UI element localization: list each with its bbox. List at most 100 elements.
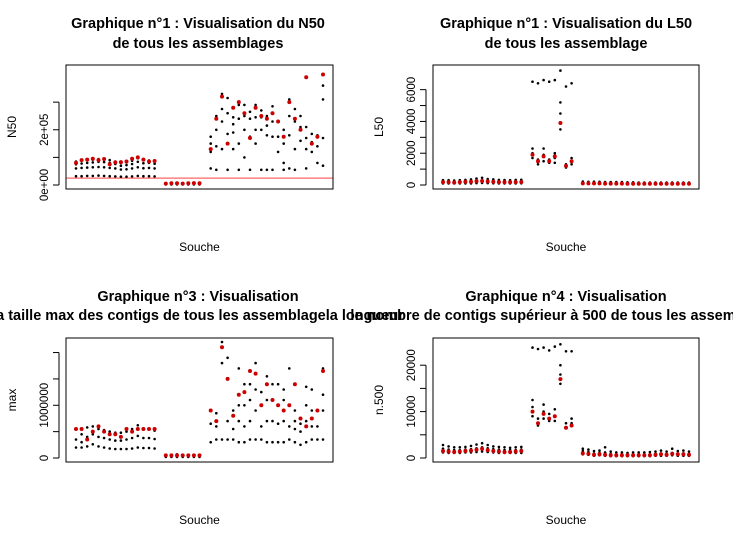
highlight-point (118, 434, 123, 439)
highlight-point (264, 382, 269, 387)
highlight-point (580, 451, 585, 456)
data-point (559, 128, 562, 131)
data-point (91, 161, 95, 164)
data-point (310, 425, 314, 428)
data-point (480, 450, 484, 453)
x-axis-label-1: Souche (179, 240, 220, 254)
highlight-point (642, 453, 647, 458)
data-point (153, 437, 156, 441)
highlight-point (152, 427, 157, 431)
data-point (231, 409, 235, 412)
y-tick-label: 20000 (406, 349, 418, 381)
data-point (293, 107, 297, 111)
data-point (441, 443, 445, 447)
highlight-point (130, 429, 135, 434)
data-point (310, 438, 314, 441)
data-point (559, 112, 562, 115)
data-point (276, 382, 280, 386)
data-point (102, 436, 106, 440)
data-point (316, 145, 319, 148)
data-point (542, 346, 545, 349)
highlight-point (309, 416, 314, 421)
highlight-point (592, 452, 596, 457)
data-point (615, 451, 618, 454)
data-point (80, 162, 83, 165)
highlight-point (564, 425, 568, 430)
highlight-point (248, 369, 252, 373)
data-point (119, 175, 123, 178)
highlight-point (603, 452, 608, 457)
data-point (231, 147, 235, 151)
highlight-point (636, 181, 641, 186)
highlight-point (502, 180, 507, 185)
highlight-point (276, 119, 281, 124)
data-points-3 (74, 340, 325, 459)
data-point (486, 443, 490, 447)
plot-frame-2 (432, 64, 700, 190)
highlight-point (496, 180, 501, 185)
highlight-point (675, 452, 680, 457)
data-point (136, 446, 140, 449)
highlight-point (264, 116, 269, 121)
data-point (299, 139, 302, 143)
data-point (682, 449, 685, 452)
data-point (265, 134, 269, 137)
data-point (125, 430, 128, 433)
data-point (153, 162, 156, 165)
data-point (130, 436, 134, 440)
data-point (80, 433, 83, 436)
highlight-point (452, 450, 457, 454)
data-point (536, 82, 540, 85)
data-point (531, 156, 534, 160)
data-point (136, 424, 140, 427)
highlight-point (248, 136, 252, 140)
data-point (130, 175, 134, 178)
data-points-4 (441, 343, 691, 458)
highlight-point (231, 105, 236, 110)
highlight-point (304, 75, 309, 80)
data-point (142, 174, 145, 178)
data-point (119, 431, 123, 435)
highlight-point (253, 371, 258, 376)
data-point (559, 69, 562, 72)
data-point (130, 447, 134, 450)
data-point (514, 446, 517, 449)
data-point (271, 135, 274, 138)
highlight-point (96, 424, 101, 429)
x-axis-label-2: Souche (546, 240, 587, 254)
highlight-point (208, 408, 213, 413)
highlight-point (298, 416, 303, 421)
data-points-1 (66, 72, 333, 186)
data-point (85, 166, 89, 169)
highlight-point (519, 180, 524, 184)
data-point (321, 393, 325, 397)
data-point (321, 136, 325, 140)
data-point (288, 114, 291, 118)
data-point (570, 163, 573, 166)
data-point (282, 419, 286, 423)
data-point (265, 114, 269, 118)
chart-panel-3: Graphique n°3 : Visualisation la taille … (0, 289, 404, 527)
data-point (316, 438, 319, 441)
data-point (271, 105, 274, 108)
highlight-point (141, 157, 146, 162)
highlight-point (564, 163, 568, 168)
y-tick-label: 0 (39, 455, 51, 461)
data-point (288, 438, 291, 441)
data-point (80, 174, 83, 178)
highlight-point (457, 180, 462, 185)
data-point (288, 425, 291, 428)
data-point (215, 145, 218, 148)
highlight-point (530, 409, 535, 414)
highlight-point (152, 159, 157, 163)
data-point (80, 166, 83, 170)
data-point (609, 450, 612, 453)
data-point (80, 446, 83, 449)
highlight-point (530, 152, 535, 157)
highlight-point (664, 452, 669, 457)
highlight-point (191, 453, 196, 458)
data-point (293, 147, 297, 151)
chart-panel-1: Graphique n°1 : Visualisation du N50 de … (5, 16, 334, 254)
highlight-point (547, 159, 552, 164)
data-point (147, 446, 151, 450)
